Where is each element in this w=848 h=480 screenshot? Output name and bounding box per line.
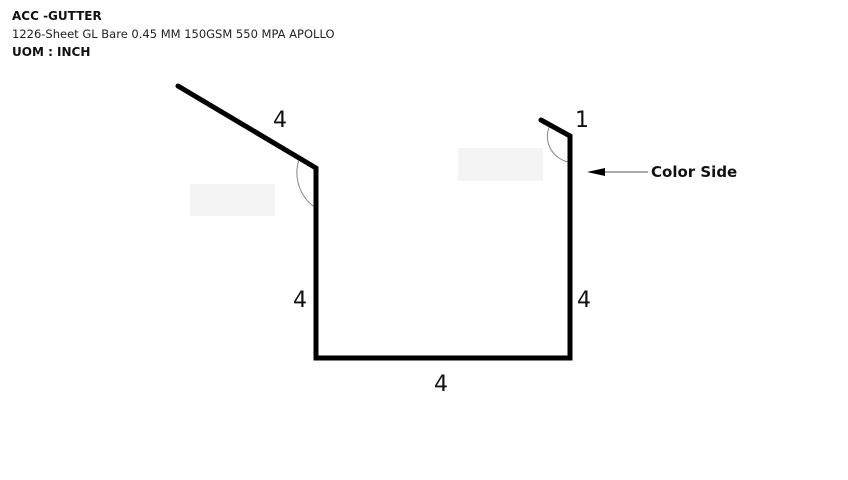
callout-arrow-icon: [587, 168, 605, 176]
unit-of-measure: UOM : INCH: [12, 45, 91, 59]
dim-left-flange: 4: [273, 108, 287, 133]
dim-left-wall: 4: [293, 288, 307, 313]
redacted-angle-label-right: [458, 148, 543, 181]
material-spec: 1226-Sheet GL Bare 0.45 MM 150GSM 550 MP…: [12, 27, 335, 41]
gutter-profile-line: [175, 83, 573, 361]
color-side-label: Color Side: [651, 163, 737, 181]
dim-bottom: 4: [434, 372, 448, 397]
dim-right-lip: 1: [575, 108, 589, 133]
angle-arc-right: [546, 124, 570, 163]
dim-right-wall: 4: [577, 288, 591, 313]
angle-arc-left: [296, 156, 317, 209]
redacted-angle-label-left: [190, 184, 275, 216]
product-title: ACC -GUTTER: [12, 9, 102, 23]
drawing-header: ACC -GUTTER 1226-Sheet GL Bare 0.45 MM 1…: [12, 7, 335, 61]
